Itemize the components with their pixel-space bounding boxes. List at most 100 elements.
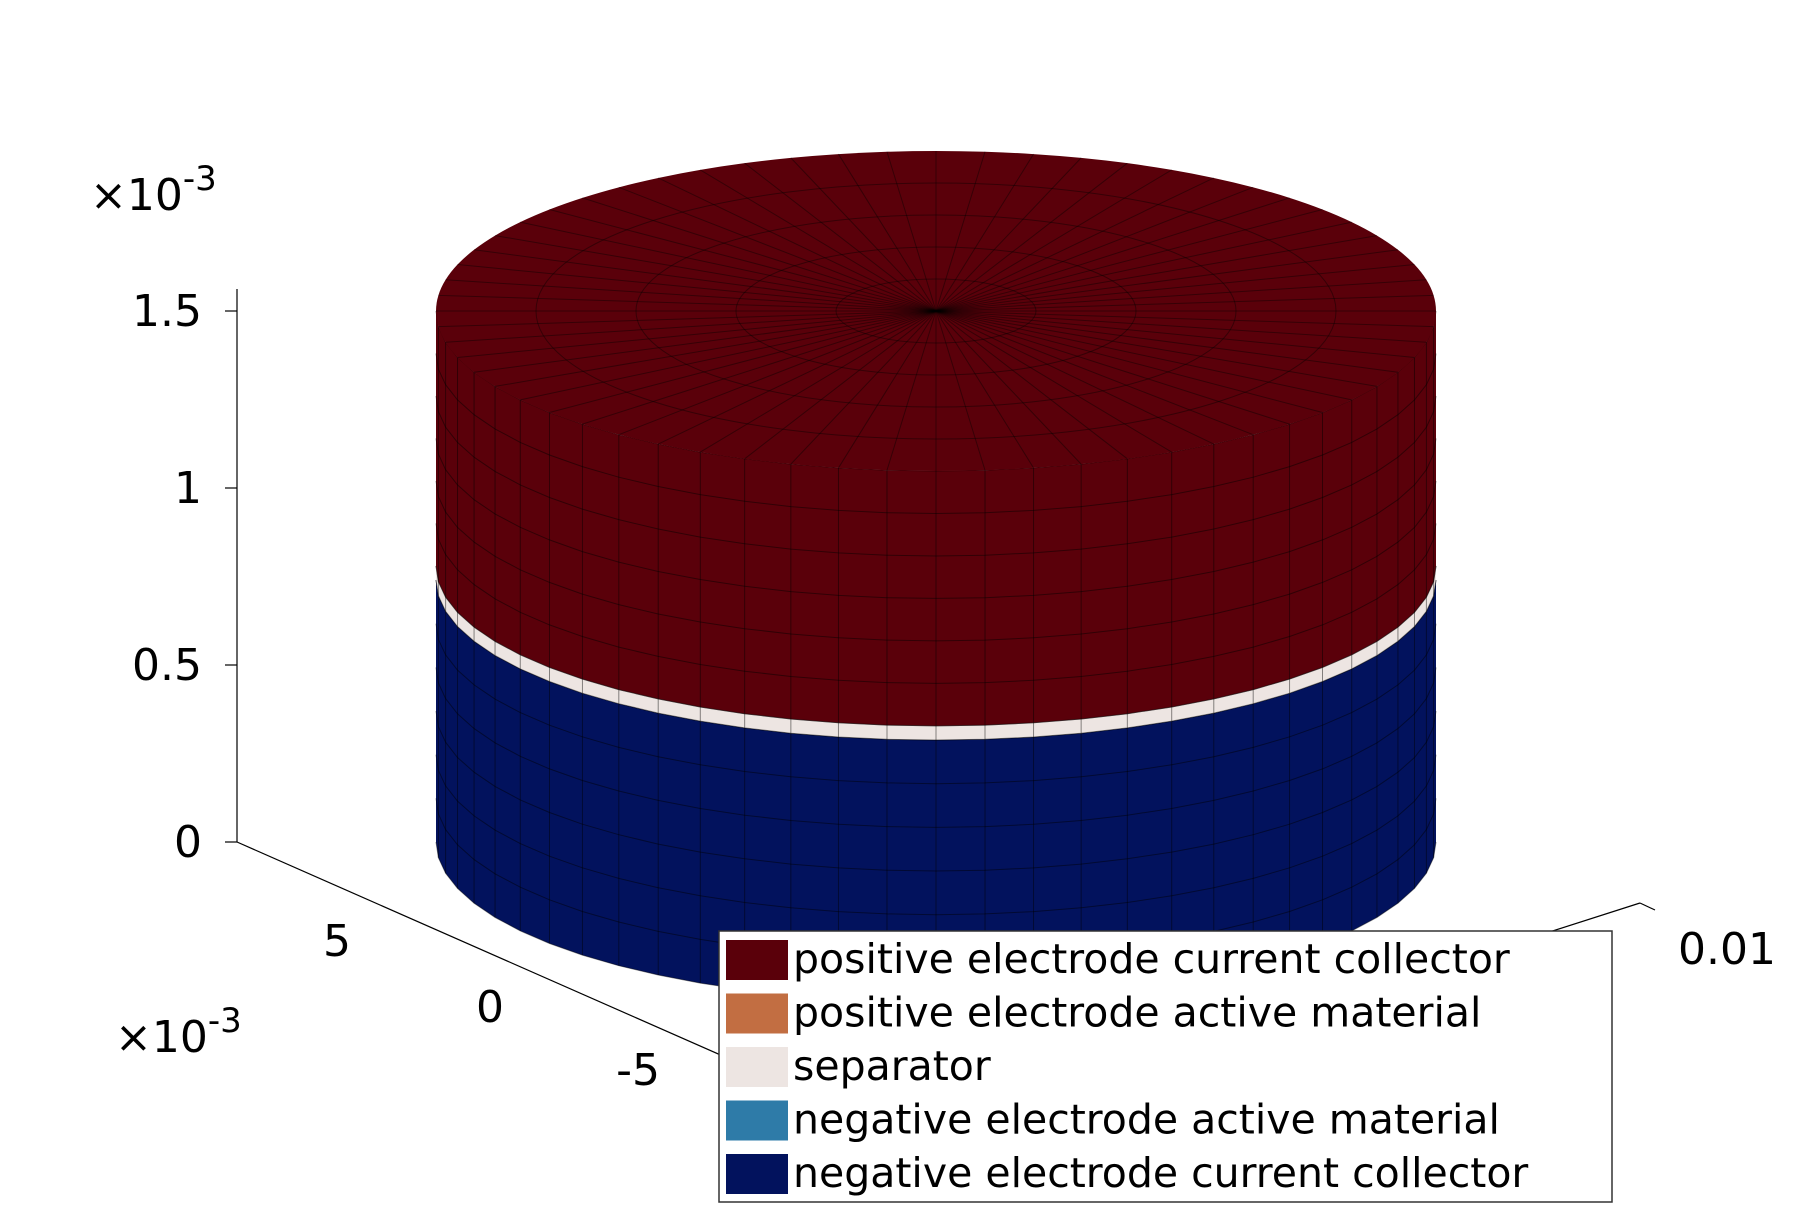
mesh-ring — [435, 565, 1437, 727]
mesh-line — [582, 197, 937, 312]
y-axis-line — [236, 841, 801, 1091]
mesh-ring — [435, 710, 1437, 872]
z-axis-ticks: 0 0.5 1 1.5 — [132, 286, 237, 868]
mesh-line — [935, 209, 1323, 312]
mesh-line — [473, 310, 937, 373]
mesh-line — [935, 310, 1415, 358]
mesh-ring — [435, 523, 1437, 684]
y-axis-multiplier: ×10-3 — [115, 1001, 242, 1063]
mesh-line — [457, 264, 937, 312]
mesh-ring — [435, 754, 1437, 916]
y-tick-label: 5 — [323, 916, 351, 967]
legend-swatch — [726, 940, 788, 980]
cell-cylinder — [435, 151, 1437, 1003]
mesh-line — [494, 235, 937, 312]
y-multiplier-exp: -3 — [208, 1001, 242, 1041]
mesh-line — [520, 310, 937, 401]
mesh-line — [744, 310, 937, 460]
mesh-line — [935, 157, 1082, 312]
legend-swatch — [726, 993, 788, 1034]
mesh-line — [935, 249, 1399, 312]
mesh-line — [935, 221, 1352, 312]
legend-label: separator — [793, 1042, 991, 1090]
mesh-line — [790, 310, 937, 465]
mesh-ring — [535, 182, 1337, 440]
z-tick-label: 1.5 — [132, 286, 202, 337]
z-multiplier-exp: -3 — [183, 159, 217, 199]
mesh-line — [657, 310, 937, 445]
y-tick-label: 0 — [476, 982, 504, 1033]
mesh-line — [935, 310, 1399, 373]
mesh-line — [935, 235, 1378, 312]
x-tick-label: 0.01 — [1678, 924, 1776, 975]
legend-swatch — [726, 1154, 788, 1194]
z-multiplier-base: ×10 — [90, 170, 183, 221]
mesh-line — [494, 310, 937, 387]
mesh-ring — [435, 395, 1437, 557]
mesh-line — [935, 151, 986, 312]
x-axis-ticks: 0.01 — [1639, 902, 1776, 975]
mesh-line — [935, 310, 1290, 425]
mesh-ring — [435, 579, 1437, 741]
y-multiplier-base: ×10 — [115, 1012, 208, 1063]
z-tick-label: 0.5 — [132, 640, 202, 691]
z-axis-multiplier: ×10-3 — [90, 159, 217, 221]
mesh-line — [549, 310, 937, 413]
legend: positive electrode current collector posi… — [718, 930, 1613, 1203]
mesh-line — [520, 221, 937, 312]
legend-swatch — [726, 1100, 788, 1141]
mesh-line — [657, 177, 937, 312]
legend-swatch — [726, 1047, 788, 1087]
mesh-line — [935, 310, 1427, 343]
mesh-line — [438, 310, 937, 328]
mesh-line — [935, 310, 1034, 469]
mesh-line — [445, 279, 937, 312]
mesh-line — [935, 279, 1427, 312]
legend-label: negative electrode active material — [793, 1096, 1500, 1144]
mesh-line — [618, 186, 937, 312]
mesh-line — [935, 186, 1254, 312]
mesh-line — [935, 310, 1352, 401]
mesh-line — [935, 310, 986, 471]
mesh-line — [886, 151, 937, 312]
mesh-line — [790, 157, 937, 312]
layer-side-face — [436, 311, 1436, 726]
mesh-line — [935, 310, 1172, 453]
mesh-line — [886, 310, 937, 471]
mesh-line — [935, 153, 1034, 312]
x-tick-mark — [1639, 902, 1656, 911]
mesh-line — [744, 162, 937, 312]
mesh-line — [700, 169, 937, 312]
mesh-line — [935, 310, 1323, 413]
mesh-line — [549, 209, 937, 312]
layer-body — [435, 310, 1437, 727]
legend-entries: positive electrode current collector posi… — [726, 935, 1528, 1197]
mesh-line — [457, 310, 937, 358]
z-tick-label: 0 — [174, 817, 202, 868]
mesh-line — [935, 310, 1082, 465]
mesh-line — [582, 310, 937, 425]
y-axis-ticks: 5 0 -5 — [323, 916, 660, 1096]
layer-side-face — [436, 580, 1436, 1002]
mesh-line — [935, 310, 1128, 460]
z-tick-label: 1 — [174, 463, 202, 514]
layer-top-face — [436, 151, 1436, 471]
mesh-line — [838, 310, 937, 469]
mesh-line — [700, 310, 937, 453]
mesh-ring — [435, 438, 1437, 599]
mesh-line — [473, 249, 937, 312]
mesh-line — [935, 294, 1434, 312]
mesh-line — [935, 310, 1378, 387]
mesh-ring — [635, 214, 1237, 408]
mesh-line — [618, 310, 937, 436]
mesh-line — [438, 294, 937, 312]
mesh-line — [935, 169, 1172, 312]
mesh-ring — [435, 353, 1437, 515]
mesh-ring — [435, 667, 1437, 828]
mesh-line — [935, 162, 1128, 312]
top-disc — [436, 151, 1436, 471]
mesh-line — [935, 177, 1215, 312]
mesh-ring — [435, 480, 1437, 642]
mesh-line — [935, 310, 1215, 445]
